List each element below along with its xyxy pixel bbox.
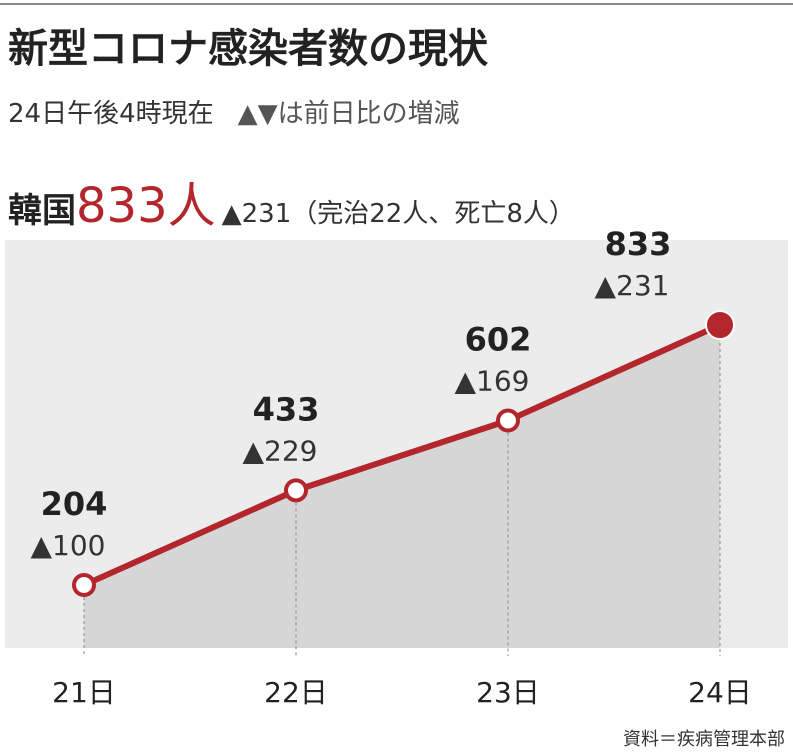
headline: 韓国833人 ▲231（完治22人、死亡8人） (8, 178, 575, 234)
legend-note: ▲▼は前日比の増減 (238, 99, 460, 129)
point (284, 478, 308, 503)
source: 資料＝疾病管理本部 (623, 729, 785, 750)
chart-subtitle: 24日午後4時現在 ▲▼は前日比の増減 (8, 99, 460, 129)
value-label: 602 (465, 320, 532, 358)
point (496, 408, 520, 433)
chart-title: 新型コロナ感染者数の現状 (8, 26, 489, 72)
plot: 204 ▲100 433 ▲229 602 ▲169 833 ▲231 21日 22日 23日 24日 (31, 225, 752, 709)
change-label: ▲231 (595, 269, 670, 302)
value-label: 204 (41, 485, 108, 523)
point (705, 310, 735, 340)
subtitle: 24日午後4時現在 (8, 99, 214, 129)
headline-total: 833人 (76, 178, 216, 234)
change-label: ▲169 (455, 364, 530, 397)
headline-country: 韓国 (8, 191, 76, 231)
headline-detail: ▲231（完治22人、死亡8人） (222, 199, 575, 229)
value-label: 433 (253, 390, 320, 428)
x-tick-label: 23日 (476, 676, 540, 709)
x-tick-label: 24日 (688, 676, 752, 709)
x-tick-label: 21日 (52, 676, 116, 709)
series-line (82, 322, 722, 588)
point (72, 573, 96, 597)
value-label: 833 (605, 225, 672, 263)
change-label: ▲100 (31, 529, 106, 562)
change-label: ▲229 (243, 434, 318, 467)
area (84, 325, 720, 648)
x-tick-label: 22日 (264, 676, 328, 709)
